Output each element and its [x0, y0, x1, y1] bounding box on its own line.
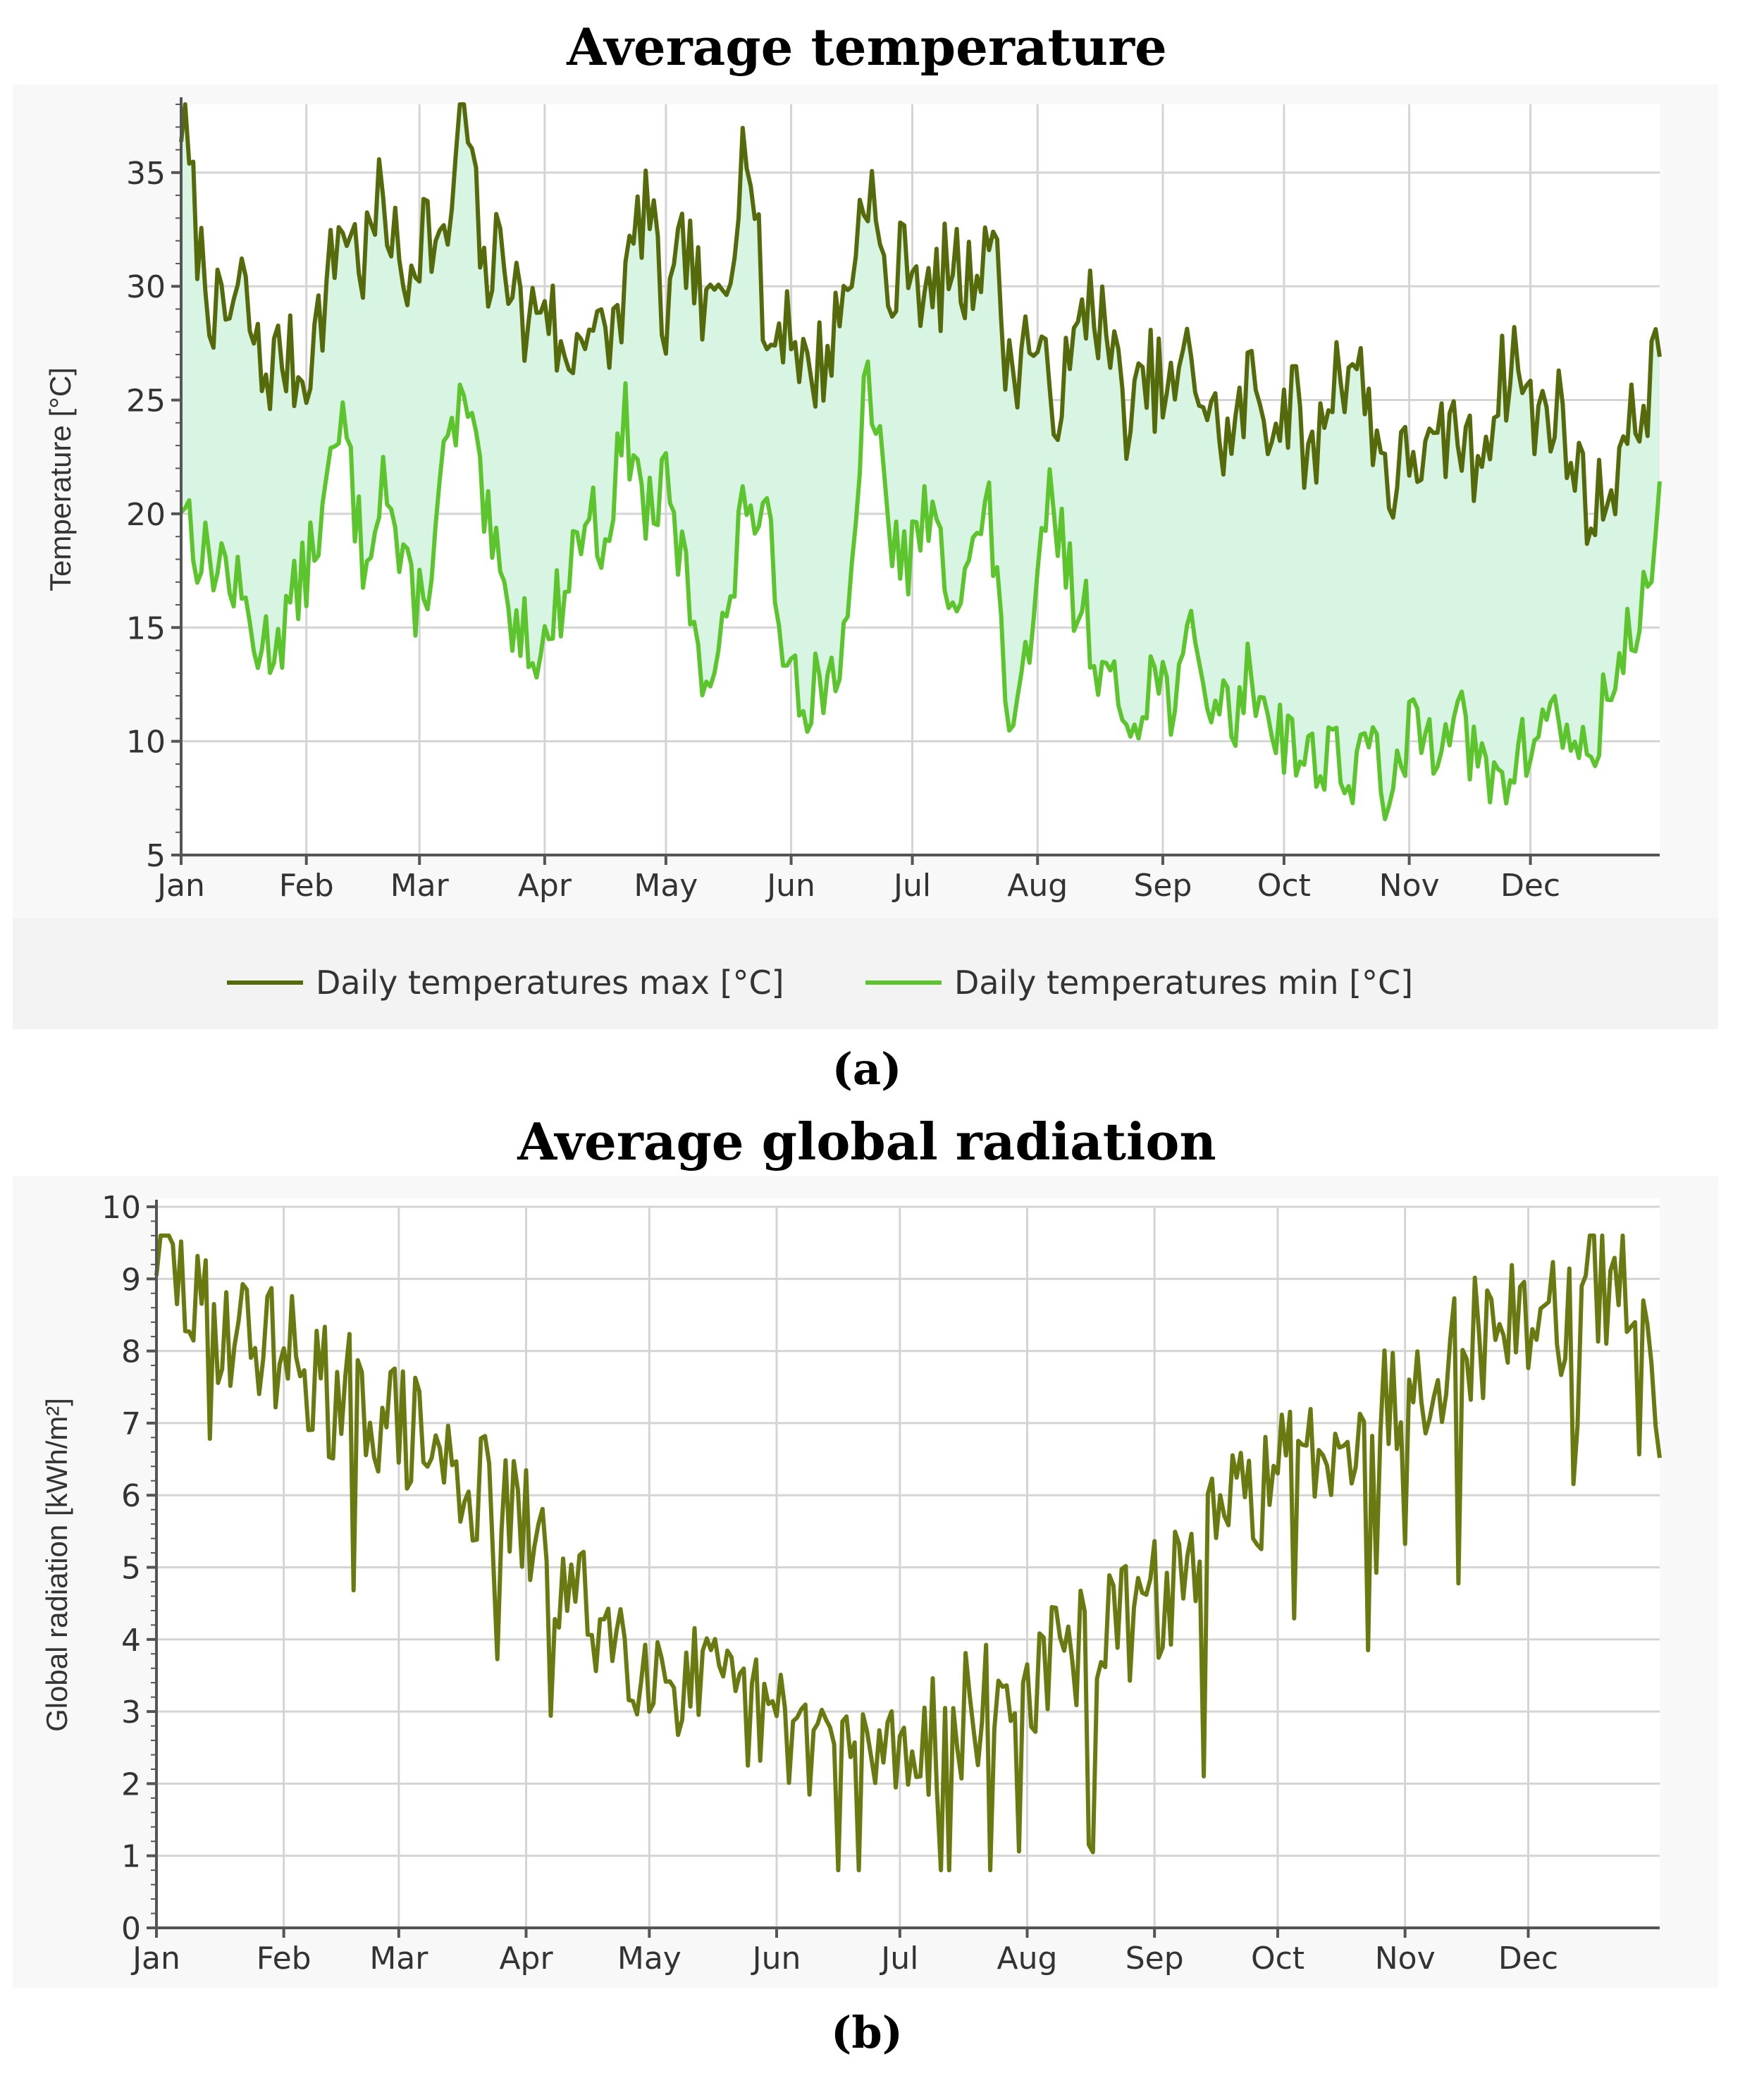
chart-b-title: Average global radiation	[517, 1112, 1216, 1172]
chart-b-ytick-label: 2	[121, 1766, 141, 1802]
chart-a-xtick-label: Nov	[1379, 868, 1440, 904]
legend-box	[13, 918, 1718, 1029]
chart-a-ytick-label: 25	[126, 383, 166, 419]
chart-a-x-tick-labels: Jan Feb Mar Apr May Jun Jul Aug Sep Oct Nov Dec	[155, 868, 1560, 904]
chart-b-ytick-label: 6	[121, 1478, 141, 1514]
chart-a-ytick-label: 30	[126, 269, 166, 305]
panel-a-label: (a)	[832, 1043, 902, 1095]
chart-b-xtick-label: Jun	[751, 1941, 801, 1977]
chart-b-y-axis-label: Global radiation [kWh/m²]	[40, 1398, 73, 1732]
chart-a-y-axis-label: Temperature [°C]	[44, 367, 77, 591]
chart-a-xtick-label: Jun	[765, 868, 815, 904]
chart-a-ytick-label: 20	[126, 497, 166, 533]
chart-b-xtick-label: Oct	[1251, 1941, 1305, 1977]
chart-b-xtick-label: Nov	[1375, 1941, 1436, 1977]
chart-b-ytick-label: 9	[121, 1262, 141, 1298]
legend-min-label: Daily temperatures min [°C]	[954, 964, 1413, 1002]
series-min-temperature-line	[179, 359, 1662, 821]
chart-a-ytick-label: 15	[126, 610, 166, 646]
chart-b-xtick-label: Sep	[1125, 1941, 1184, 1977]
chart-b-plot-area	[156, 1198, 1660, 1926]
chart-b-xtick-label: Mar	[369, 1941, 428, 1977]
chart-a-ytick-label: 10	[126, 725, 166, 761]
chart-a-axes	[171, 97, 1660, 865]
chart-b-ytick-label: 7	[121, 1406, 141, 1442]
chart-a-y-tick-labels: 5 10 15 20 25 30 35	[126, 156, 166, 874]
chart-b-xtick-label: May	[617, 1941, 681, 1977]
chart-b-xtick-label: Dec	[1498, 1941, 1558, 1977]
chart-b-xtick-label: Aug	[997, 1941, 1058, 1977]
chart-b-ytick-label: 0	[121, 1911, 141, 1947]
chart-a-xtick-label: Oct	[1257, 868, 1311, 904]
chart-a-xtick-label: Apr	[518, 868, 572, 904]
chart-b-ytick-label: 8	[121, 1334, 141, 1370]
chart-b-ytick-label: 5	[121, 1551, 141, 1587]
chart-b-xtick-label: Apr	[499, 1941, 553, 1977]
series-max-temperature-line	[179, 102, 1662, 546]
chart-b-ytick-label: 1	[121, 1839, 141, 1875]
chart-b-y-tick-labels: 0 1 2 3 4 5 6 7 8 9 10	[101, 1190, 141, 1947]
chart-a-xtick-label: Jan	[155, 868, 205, 904]
chart-b-ytick-label: 10	[101, 1190, 141, 1226]
chart-a-xtick-label: Sep	[1133, 868, 1192, 904]
chart-a-xtick-label: Jul	[892, 868, 931, 904]
chart-a-title: Average temperature	[566, 17, 1167, 77]
chart-a-ytick-label: 5	[146, 838, 166, 874]
chart-b-xtick-label: Jul	[879, 1941, 918, 1977]
chart-a-xtick-label: Feb	[279, 868, 334, 904]
chart-a-xtick-label: Dec	[1500, 868, 1560, 904]
panel-b-label: (b)	[831, 2007, 903, 2058]
chart-a-xtick-label: Mar	[390, 868, 450, 904]
chart-a-xtick-label: May	[634, 868, 698, 904]
legend-max-label: Daily temperatures max [°C]	[316, 964, 784, 1002]
chart-b-xtick-label: Jan	[130, 1941, 180, 1977]
chart-b-axes	[147, 1200, 1660, 1938]
chart-b-x-tick-labels: Jan Feb Mar Apr May Jun Jul Aug Sep Oct Nov Dec	[130, 1941, 1558, 1977]
temperature-range-band	[181, 104, 1660, 819]
chart-b-ytick-label: 4	[121, 1623, 141, 1659]
chart-a-ytick-label: 35	[126, 156, 166, 192]
chart-b-xtick-label: Feb	[257, 1941, 312, 1977]
chart-a-xtick-label: Aug	[1007, 868, 1068, 904]
chart-b-ytick-label: 3	[121, 1695, 141, 1731]
series-global-radiation-line	[154, 1233, 1662, 1873]
